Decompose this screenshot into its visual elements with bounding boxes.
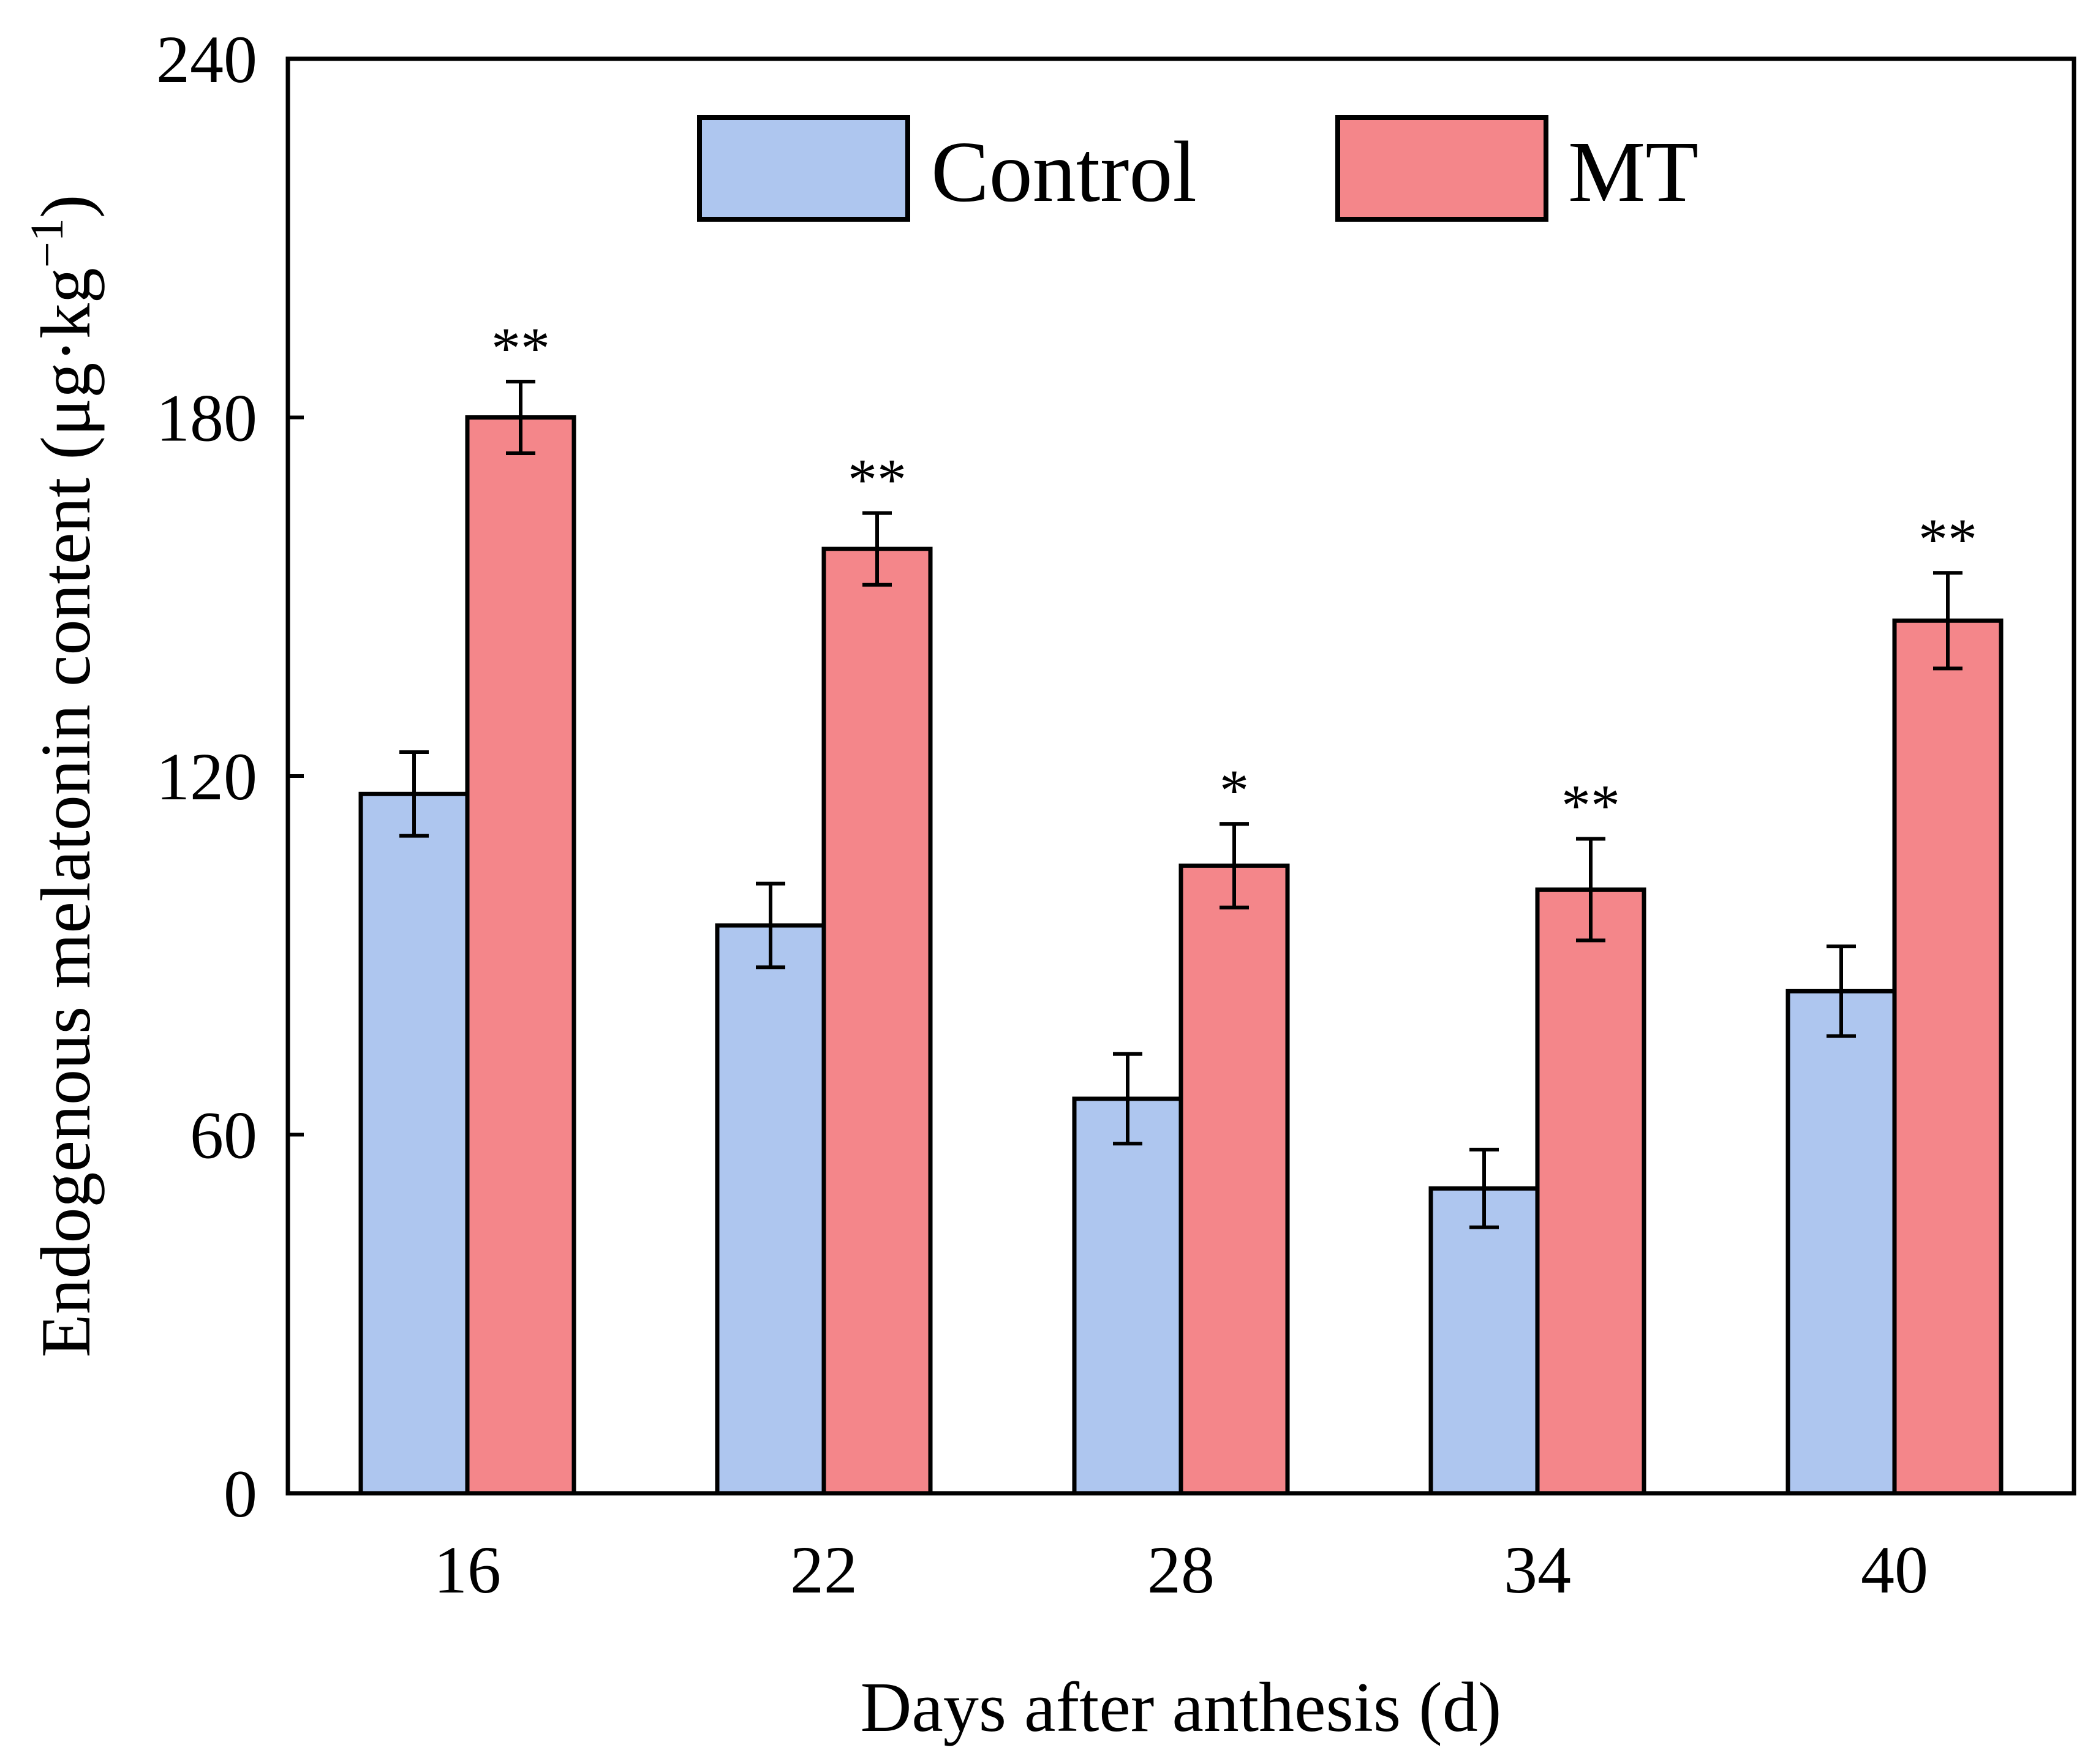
bar-control-28 — [1072, 1096, 1183, 1496]
legend-label-mt: MT — [1568, 123, 1699, 220]
bar-control-22 — [715, 923, 826, 1496]
error-bar-mt-28 — [1220, 822, 1249, 910]
x-tick-label-40: 40 — [1861, 1532, 1928, 1607]
significance-label-22: ** — [848, 447, 907, 513]
bar-mt-28 — [1178, 863, 1290, 1496]
bar-control-16 — [358, 791, 470, 1496]
bar-control-34 — [1428, 1186, 1540, 1496]
legend-swatch-control — [697, 115, 910, 222]
y-tick-label-180: 180 — [156, 381, 257, 456]
y-axis-title-text: Endogenous melatonin content (μg·kg — [27, 268, 105, 1357]
y-tick-label-240: 240 — [156, 22, 257, 97]
chart-marks: ***** **** — [358, 315, 2004, 1496]
legend: Control MT — [697, 115, 1699, 222]
error-bar-control-28 — [1113, 1052, 1142, 1146]
error-bar-control-22 — [756, 881, 785, 970]
y-tick-label-0: 0 — [224, 1457, 257, 1531]
x-tick-label-28: 28 — [1147, 1532, 1215, 1607]
y-tick-label-60: 60 — [190, 1098, 257, 1173]
legend-label-control: Control — [931, 123, 1197, 220]
x-axis-title: Days after anthesis (d) — [861, 1668, 1502, 1747]
error-bar-mt-40 — [1933, 571, 1962, 671]
y-axis-title-close: ) — [27, 195, 105, 219]
error-bar-mt-22 — [862, 511, 892, 587]
bar-mt-34 — [1535, 887, 1646, 1496]
svg-text:Endogenous melatonin content (: Endogenous melatonin content (μg·kg−1) — [21, 195, 105, 1358]
significance-label-16: ** — [491, 315, 550, 381]
error-bar-mt-34 — [1576, 837, 1605, 943]
y-axis-title: Endogenous melatonin content (μg·kg−1) — [21, 195, 105, 1358]
x-tick-label-22: 22 — [790, 1532, 858, 1607]
y-tick-label-120: 120 — [156, 739, 257, 814]
significance-label-34: ** — [1561, 772, 1620, 838]
error-bar-mt-16 — [506, 379, 535, 456]
significance-label-28: * — [1220, 758, 1249, 823]
significance-label-40: ** — [1918, 507, 1977, 572]
bar-mt-22 — [821, 546, 933, 1496]
bar-control-40 — [1785, 989, 1897, 1496]
y-axis-title-superscript: −1 — [21, 218, 73, 268]
bar-mt-16 — [465, 415, 576, 1496]
error-bar-control-16 — [399, 750, 429, 838]
x-tick-label-34: 34 — [1504, 1532, 1571, 1607]
error-bar-control-34 — [1469, 1147, 1499, 1229]
x-tick-label-16: 16 — [434, 1532, 501, 1607]
error-bar-control-40 — [1827, 944, 1856, 1038]
legend-swatch-mt — [1335, 115, 1548, 222]
bar-mt-40 — [1892, 618, 2004, 1496]
